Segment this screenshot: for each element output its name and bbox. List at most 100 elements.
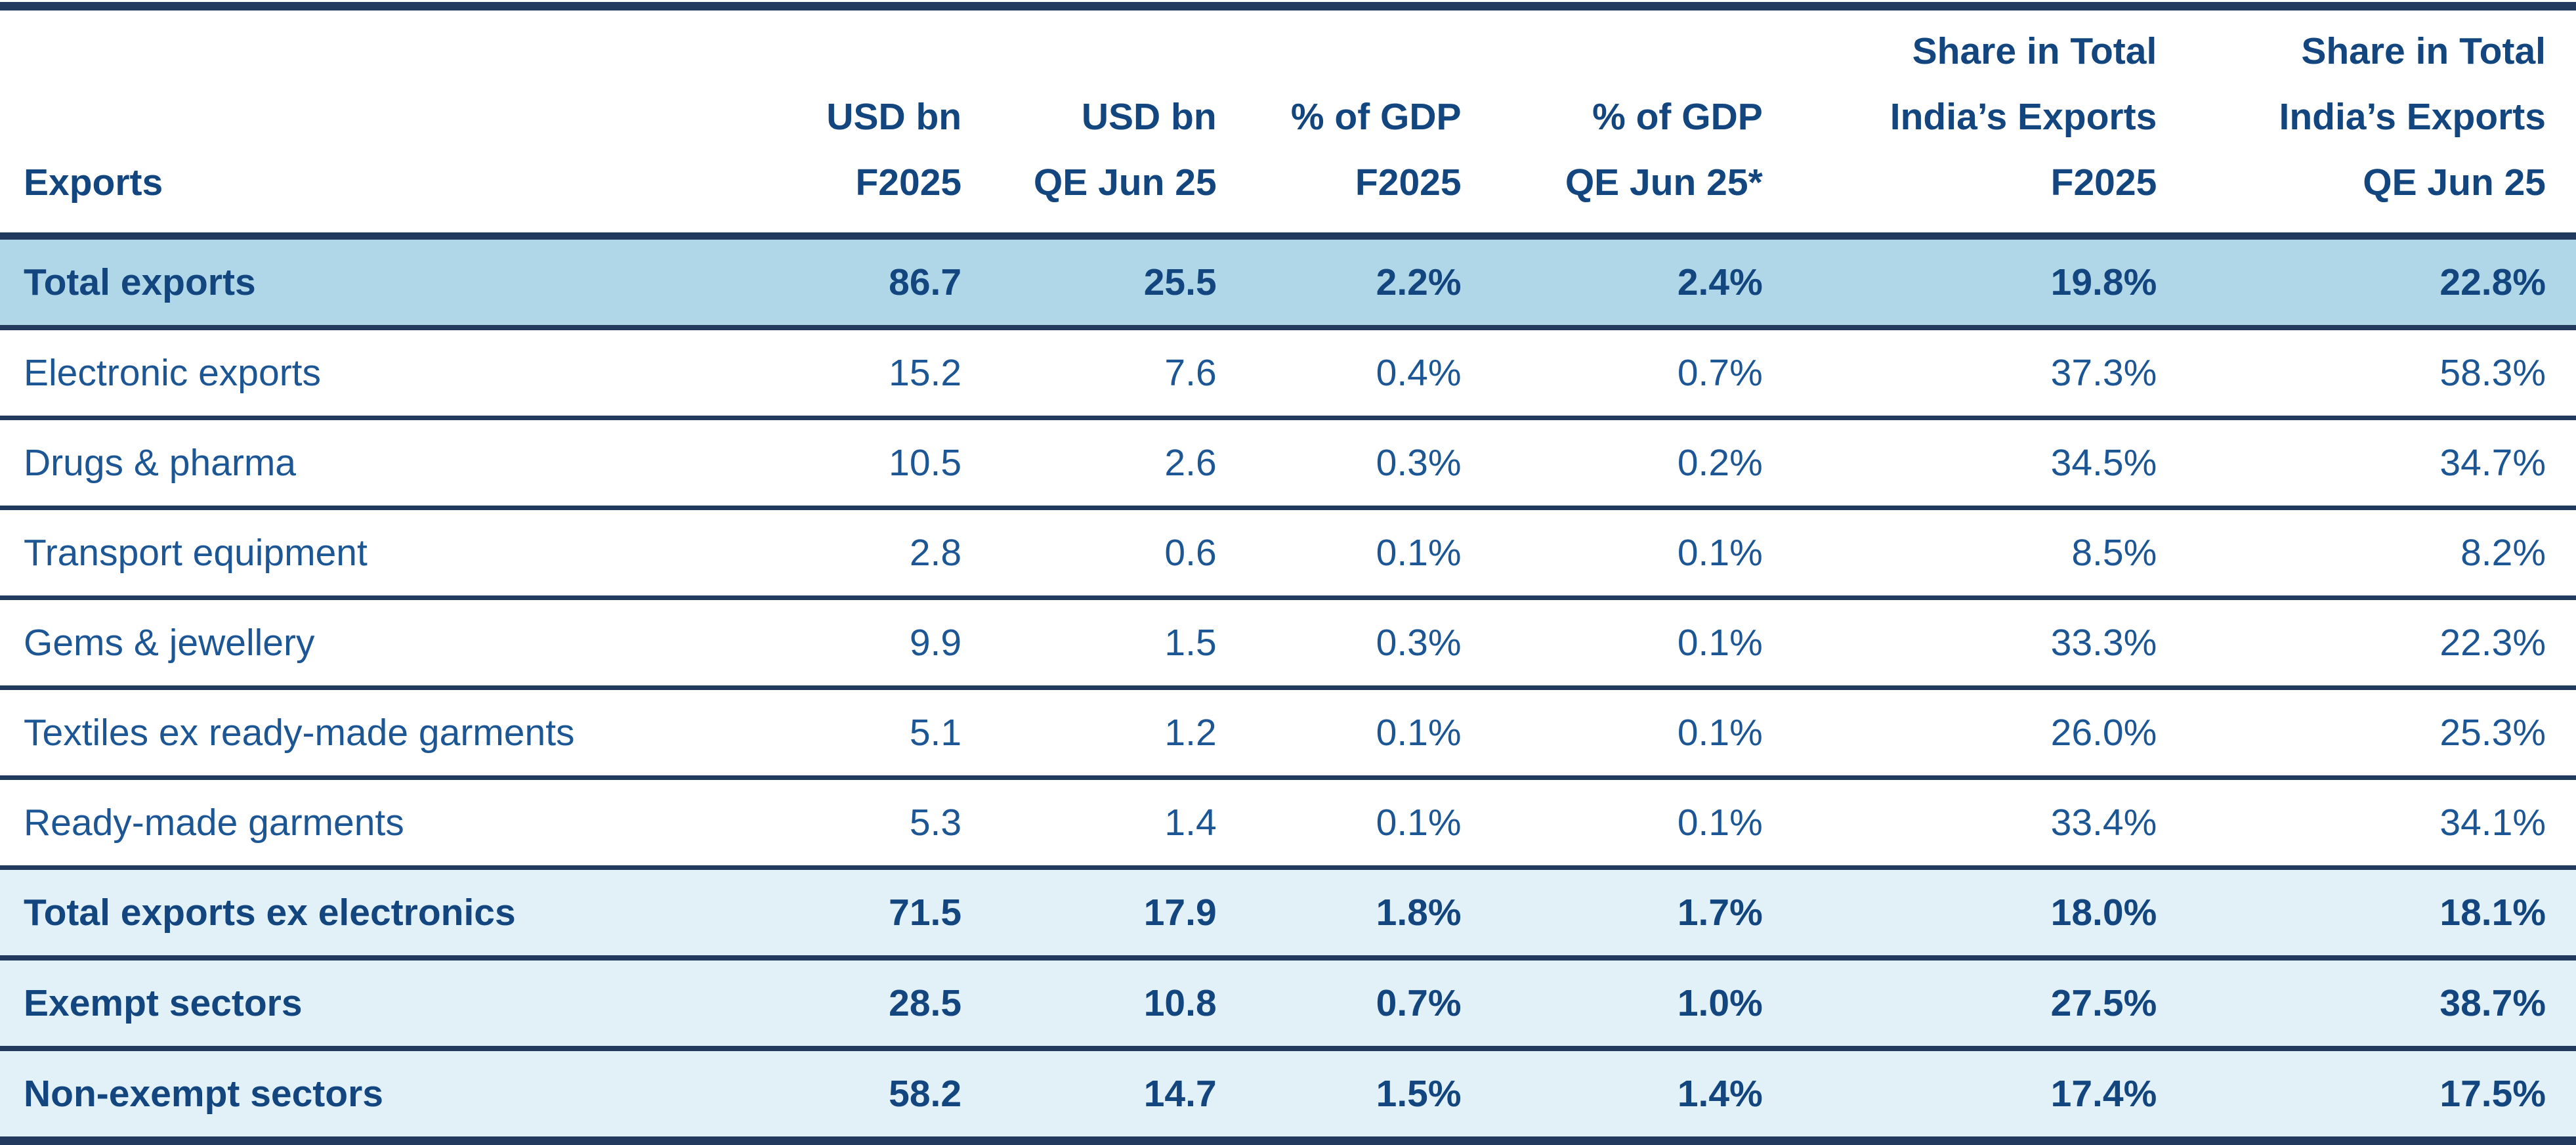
cell-value: 17.9 [992, 867, 1247, 961]
cell-value: 1.7% [1491, 867, 1793, 961]
row-label: Exempt sectors [0, 958, 732, 1051]
cell-value: 17.4% [1792, 1048, 2187, 1144]
cell-value: 1.4% [1491, 1048, 1793, 1144]
row-label: Non-exempt sectors [0, 1048, 732, 1144]
table-row-textiles-ex-rmg: Textiles ex ready-made garments 5.1 1.2 … [0, 687, 2576, 780]
cell-value: 14.7 [992, 1048, 1247, 1144]
cell-value: 34.1% [2187, 777, 2576, 870]
header-line: India’s Exports [1890, 96, 2157, 138]
table-row-exempt-sectors: Exempt sectors 28.5 10.8 0.7% 1.0% 27.5%… [0, 958, 2576, 1051]
cell-value: 58.3% [2187, 328, 2576, 420]
cell-value: 0.1% [1491, 777, 1793, 870]
row-label: Total exports [0, 236, 732, 330]
header-pct-gdp-f2025: % of GDP F2025 [1246, 6, 1492, 240]
cell-value: 2.6 [992, 418, 1247, 510]
cell-value: 71.5 [731, 867, 992, 961]
cell-value: 28.5 [731, 958, 992, 1051]
row-label: Transport equipment [0, 508, 732, 600]
cell-value: 37.3% [1792, 328, 2187, 420]
cell-value: 34.5% [1792, 418, 2187, 510]
row-label: Gems & jewellery [0, 597, 732, 690]
cell-value: 0.3% [1246, 418, 1492, 510]
cell-value: 5.3 [731, 777, 992, 870]
cell-value: 1.8% [1246, 867, 1492, 961]
header-line: QE Jun 25 [2363, 162, 2546, 204]
header-line: Share in Total [2301, 30, 2546, 72]
cell-value: 9.9 [731, 597, 992, 690]
cell-value: 1.2 [992, 687, 1247, 780]
cell-value: 10.8 [992, 958, 1247, 1051]
cell-value: 0.2% [1491, 418, 1793, 510]
cell-value: 1.4 [992, 777, 1247, 870]
cell-value: 7.6 [992, 328, 1247, 420]
header-share-total-exports-f2025: Share in Total India’s Exports F2025 [1792, 6, 2187, 240]
cell-value: 33.3% [1792, 597, 2187, 690]
row-label: Ready-made garments [0, 777, 732, 870]
header-line: F2025 [2050, 162, 2157, 204]
cell-value: 27.5% [1792, 958, 2187, 1051]
cell-value: 0.1% [1491, 687, 1793, 780]
cell-value: 25.3% [2187, 687, 2576, 780]
header-line: USD bn [1081, 96, 1217, 138]
header-row: Exports USD bn F2025 USD bn QE Jun 25 % … [0, 6, 2576, 240]
cell-value: 1.0% [1491, 958, 1793, 1051]
header-line: F2025 [1355, 162, 1462, 204]
row-label: Electronic exports [0, 328, 732, 420]
table-row-transport-equipment: Transport equipment 2.8 0.6 0.1% 0.1% 8.… [0, 508, 2576, 600]
header-line: India’s Exports [2279, 96, 2546, 138]
table-row-total-exports: Total exports 86.7 25.5 2.2% 2.4% 19.8% … [0, 236, 2576, 330]
table-row-ready-made-garments: Ready-made garments 5.3 1.4 0.1% 0.1% 33… [0, 777, 2576, 870]
table-row-drugs-pharma: Drugs & pharma 10.5 2.6 0.3% 0.2% 34.5% … [0, 418, 2576, 510]
cell-value: 25.5 [992, 236, 1247, 330]
cell-value: 2.2% [1246, 236, 1492, 330]
cell-value: 18.1% [2187, 867, 2576, 961]
cell-value: 0.7% [1246, 958, 1492, 1051]
header-line: QE Jun 25* [1565, 162, 1763, 204]
header-exports: Exports [0, 6, 732, 240]
header-line: Exports [24, 162, 163, 204]
cell-value: 0.7% [1491, 328, 1793, 420]
header-share-total-exports-qe-jun-25: Share in Total India’s Exports QE Jun 25 [2187, 6, 2576, 240]
cell-value: 17.5% [2187, 1048, 2576, 1144]
header-line: % of GDP [1592, 96, 1763, 138]
cell-value: 38.7% [2187, 958, 2576, 1051]
header-line: F2025 [855, 162, 962, 204]
cell-value: 0.1% [1246, 777, 1492, 870]
cell-value: 10.5 [731, 418, 992, 510]
cell-value: 86.7 [731, 236, 992, 330]
cell-value: 58.2 [731, 1048, 992, 1144]
row-label: Drugs & pharma [0, 418, 732, 510]
header-line: % of GDP [1290, 96, 1462, 138]
cell-value: 0.1% [1491, 597, 1793, 690]
cell-value: 2.8 [731, 508, 992, 600]
cell-value: 26.0% [1792, 687, 2187, 780]
cell-value: 0.3% [1246, 597, 1492, 690]
table-row-gems-jewellery: Gems & jewellery 9.9 1.5 0.3% 0.1% 33.3%… [0, 597, 2576, 690]
table-row-electronic-exports: Electronic exports 15.2 7.6 0.4% 0.7% 37… [0, 328, 2576, 420]
cell-value: 1.5% [1246, 1048, 1492, 1144]
header-usd-bn-f2025: USD bn F2025 [731, 6, 992, 240]
cell-value: 0.4% [1246, 328, 1492, 420]
header-usd-bn-qe-jun-25: USD bn QE Jun 25 [992, 6, 1247, 240]
cell-value: 0.1% [1246, 687, 1492, 780]
table-header: Exports USD bn F2025 USD bn QE Jun 25 % … [0, 6, 2576, 240]
cell-value: 19.8% [1792, 236, 2187, 330]
cell-value: 2.4% [1491, 236, 1793, 330]
row-label: Textiles ex ready-made garments [0, 687, 732, 780]
cell-value: 8.5% [1792, 508, 2187, 600]
header-line: Share in Total [1912, 30, 2157, 72]
cell-value: 0.1% [1246, 508, 1492, 600]
row-label: Total exports ex electronics [0, 867, 732, 961]
cell-value: 5.1 [731, 687, 992, 780]
table-body: Total exports 86.7 25.5 2.2% 2.4% 19.8% … [0, 236, 2576, 1144]
cell-value: 8.2% [2187, 508, 2576, 600]
cell-value: 22.3% [2187, 597, 2576, 690]
header-pct-gdp-qe-jun-25: % of GDP QE Jun 25* [1491, 6, 1793, 240]
cell-value: 0.1% [1491, 508, 1793, 600]
cell-value: 1.5 [992, 597, 1247, 690]
table-row-non-exempt-sectors: Non-exempt sectors 58.2 14.7 1.5% 1.4% 1… [0, 1048, 2576, 1144]
header-line: QE Jun 25 [1033, 162, 1217, 204]
cell-value: 22.8% [2187, 236, 2576, 330]
cell-value: 15.2 [731, 328, 992, 420]
